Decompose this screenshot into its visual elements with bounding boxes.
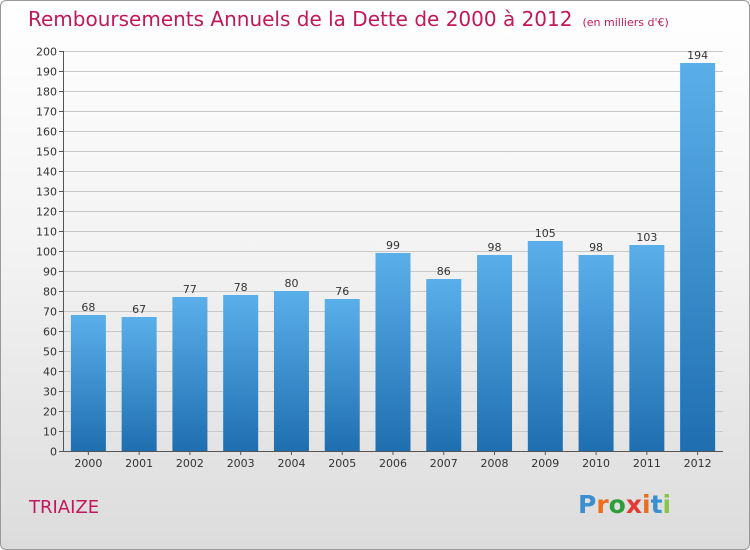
data-label: 86 xyxy=(437,265,451,278)
logo-letter: x xyxy=(625,490,642,519)
x-tick-label: 2007 xyxy=(430,457,458,470)
y-tick-label: 90 xyxy=(43,266,57,279)
bar xyxy=(375,253,411,451)
data-label: 77 xyxy=(183,283,197,296)
bar xyxy=(121,317,157,451)
y-tick-label: 200 xyxy=(36,46,57,59)
bar xyxy=(578,255,614,451)
y-tick-label: 140 xyxy=(36,166,57,179)
bar xyxy=(680,63,716,451)
x-tick-label: 2004 xyxy=(277,457,305,470)
bar xyxy=(324,299,360,451)
x-tick-label: 2010 xyxy=(582,457,610,470)
logo-letter: P xyxy=(578,490,597,519)
y-tick-label: 50 xyxy=(43,346,57,359)
bar xyxy=(70,315,106,451)
x-tick-label: 2006 xyxy=(379,457,407,470)
bar xyxy=(527,241,563,451)
y-tick-label: 170 xyxy=(36,106,57,119)
y-tick-label: 30 xyxy=(43,386,57,399)
data-label: 103 xyxy=(636,231,657,244)
data-label: 67 xyxy=(132,303,146,316)
data-label: 76 xyxy=(335,285,349,298)
data-label: 98 xyxy=(589,241,603,254)
bar xyxy=(477,255,513,451)
x-tick-label: 2011 xyxy=(633,457,661,470)
y-tick-label: 80 xyxy=(43,286,57,299)
bar xyxy=(273,291,309,451)
data-label: 194 xyxy=(687,49,708,62)
y-tick-label: 130 xyxy=(36,186,57,199)
logo-letter: i xyxy=(662,490,672,519)
bar xyxy=(426,279,462,451)
chart-title-block: Remboursements Annuels de la Dette de 20… xyxy=(28,7,669,31)
y-tick-label: 70 xyxy=(43,306,57,319)
y-tick-label: 60 xyxy=(43,326,57,339)
x-tick-label: 2003 xyxy=(227,457,255,470)
proxiti-logo: Proxiti xyxy=(578,490,671,519)
data-label: 80 xyxy=(284,277,298,290)
bar xyxy=(172,297,208,451)
y-tick-label: 120 xyxy=(36,206,57,219)
logo-letter: i xyxy=(642,490,651,519)
x-tick-label: 2002 xyxy=(176,457,204,470)
y-tick-label: 110 xyxy=(36,226,57,239)
data-label: 99 xyxy=(386,239,400,252)
y-tick-label: 150 xyxy=(36,146,57,159)
x-tick-label: 2005 xyxy=(328,457,356,470)
y-tick-label: 20 xyxy=(43,406,57,419)
x-tick-label: 2001 xyxy=(125,457,153,470)
logo-letter: r xyxy=(596,490,609,519)
bar xyxy=(629,245,665,451)
bar xyxy=(223,295,259,451)
data-label: 68 xyxy=(81,301,95,314)
chart-title: Remboursements Annuels de la Dette de 20… xyxy=(28,7,573,31)
y-tick-label: 10 xyxy=(43,426,57,439)
logo-letter: t xyxy=(650,490,663,519)
y-tick-label: 190 xyxy=(36,66,57,79)
data-label: 78 xyxy=(234,281,248,294)
y-tick-label: 180 xyxy=(36,86,57,99)
location-label: TRIAIZE xyxy=(29,497,100,518)
unit-note: (en milliers d'€) xyxy=(582,16,669,29)
logo-letter: o xyxy=(608,490,626,519)
y-tick-label: 160 xyxy=(36,126,57,139)
data-label: 98 xyxy=(488,241,502,254)
data-label: 105 xyxy=(535,227,556,240)
x-tick-label: 2000 xyxy=(74,457,102,470)
x-tick-label: 2012 xyxy=(684,457,712,470)
y-tick-label: 100 xyxy=(36,246,57,259)
y-tick-label: 40 xyxy=(43,366,57,379)
x-tick-label: 2008 xyxy=(481,457,509,470)
y-tick-label: 0 xyxy=(50,446,57,459)
x-tick-label: 2009 xyxy=(531,457,559,470)
